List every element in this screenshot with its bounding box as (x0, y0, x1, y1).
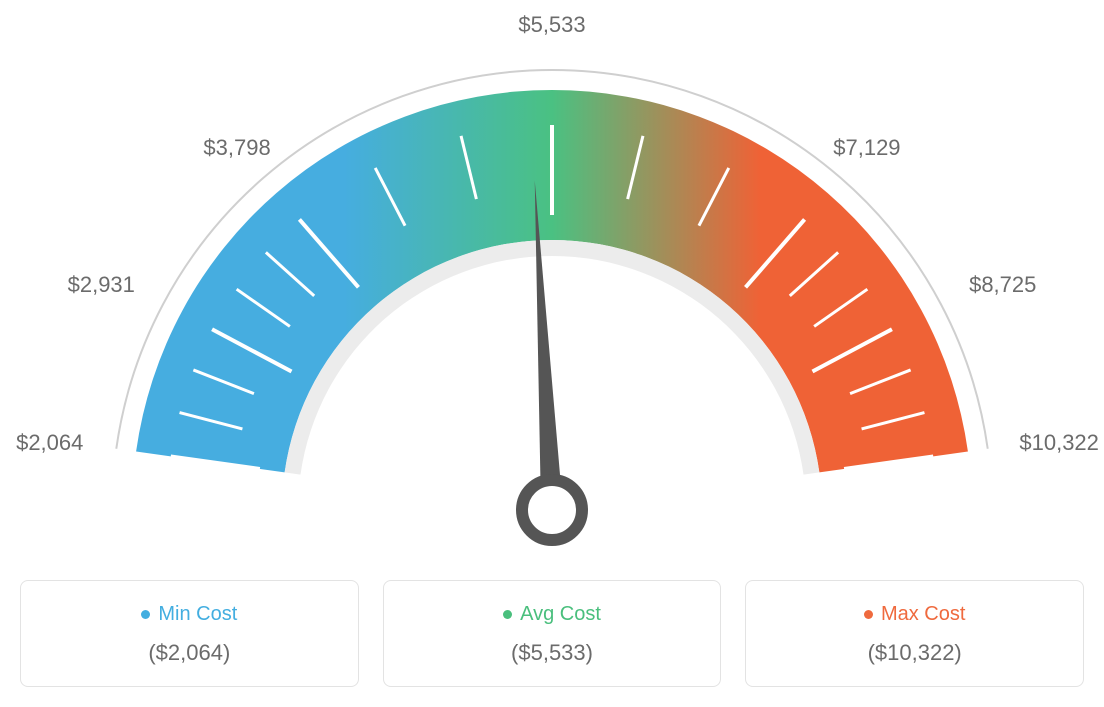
card-avg-value: ($5,533) (400, 640, 705, 666)
chart-container: $2,064$2,931$3,798$5,533$7,129$8,725$10,… (20, 20, 1084, 687)
card-max: Max Cost ($10,322) (745, 580, 1084, 687)
gauge-svg (20, 20, 1084, 570)
gauge-tick-label: $8,725 (969, 272, 1036, 298)
card-avg-label: Avg Cost (520, 603, 601, 626)
dot-icon (864, 610, 873, 619)
card-max-value: ($10,322) (762, 640, 1067, 666)
dot-icon (141, 610, 150, 619)
gauge-tick-label: $2,064 (16, 430, 83, 456)
card-min-header: Min Cost (141, 603, 237, 626)
card-avg-header: Avg Cost (503, 603, 601, 626)
card-min: Min Cost ($2,064) (20, 580, 359, 687)
gauge-tick-label: $2,931 (68, 272, 135, 298)
card-avg: Avg Cost ($5,533) (383, 580, 722, 687)
card-max-label: Max Cost (881, 603, 965, 626)
summary-row: Min Cost ($2,064) Avg Cost ($5,533) Max … (20, 580, 1084, 687)
gauge-tick-label: $7,129 (833, 135, 900, 161)
dot-icon (503, 610, 512, 619)
gauge-tick-label: $3,798 (203, 135, 270, 161)
card-min-value: ($2,064) (37, 640, 342, 666)
card-max-header: Max Cost (864, 603, 965, 626)
card-min-label: Min Cost (158, 603, 237, 626)
gauge-tick-label: $5,533 (518, 12, 585, 38)
gauge-tick-label: $10,322 (1019, 430, 1099, 456)
gauge-area: $2,064$2,931$3,798$5,533$7,129$8,725$10,… (20, 20, 1084, 570)
